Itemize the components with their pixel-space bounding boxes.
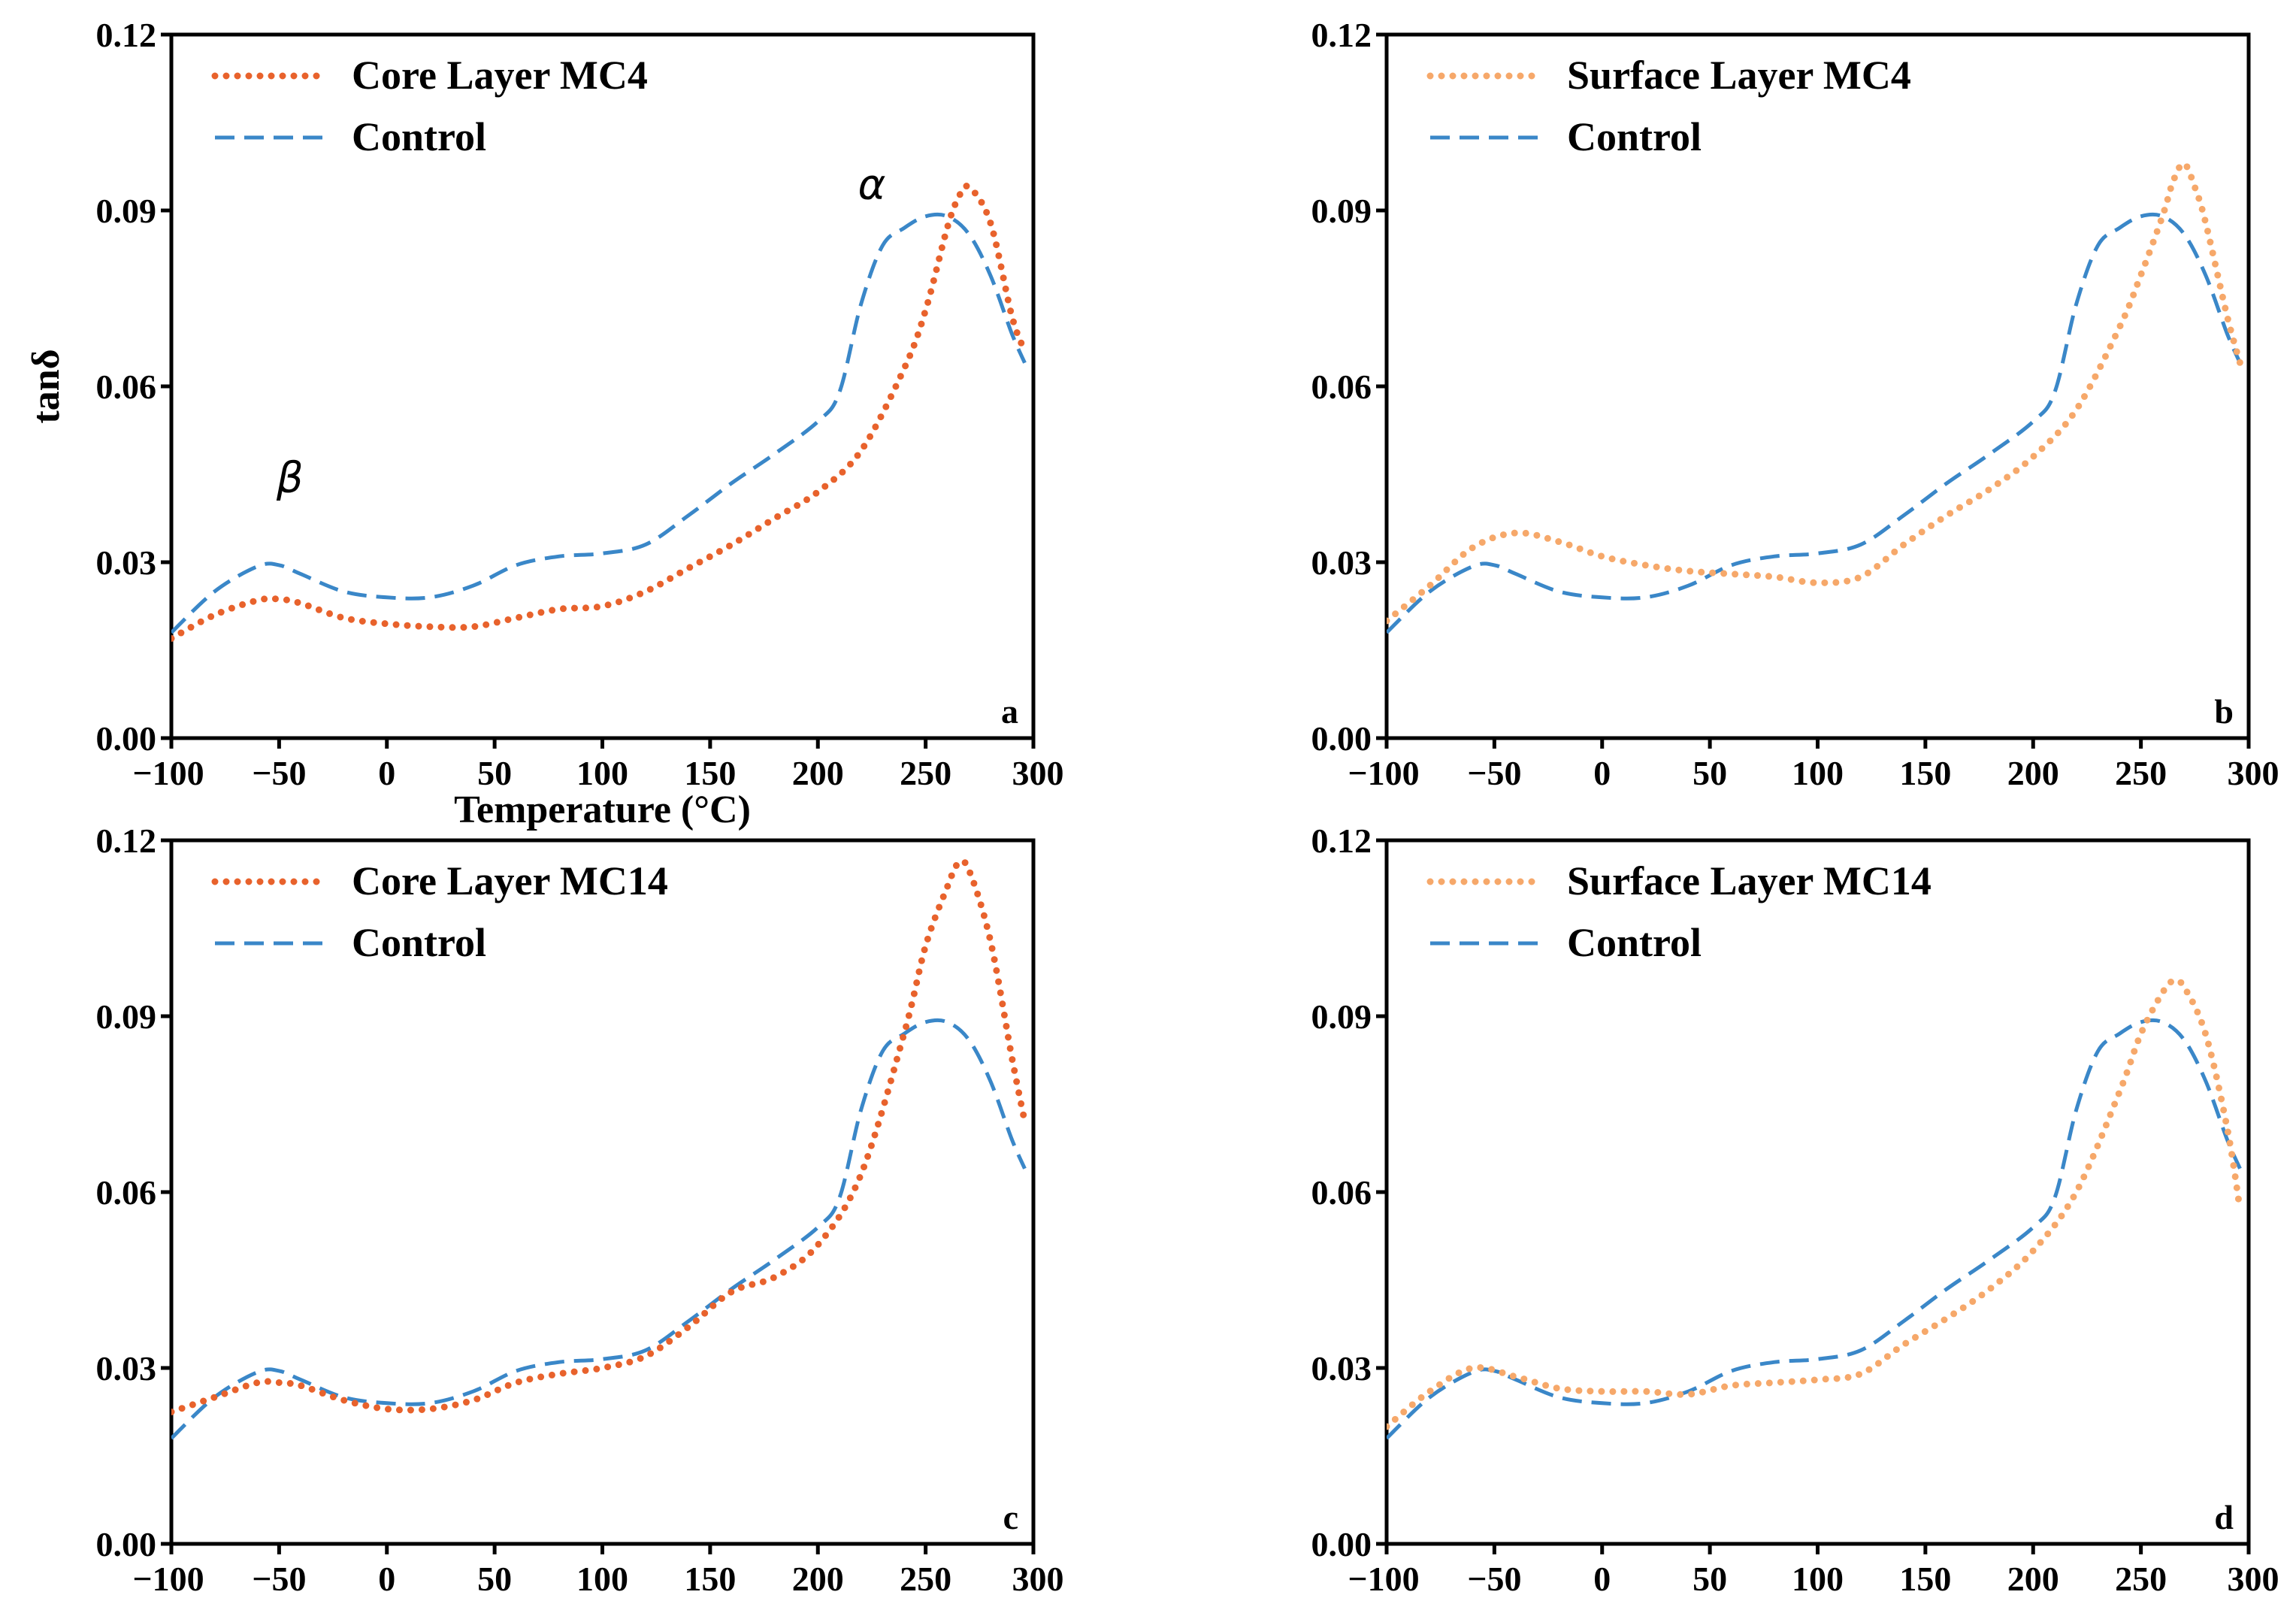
x-tick-label: 50 (477, 1560, 512, 1598)
y-tick-label: 0.00 (96, 1525, 157, 1563)
y-tick-label: 0.00 (1311, 719, 1372, 758)
x-tick-label: 300 (2228, 754, 2279, 792)
y-tick-label: 0.03 (96, 1349, 157, 1388)
x-tick-label: 300 (1012, 1560, 1064, 1598)
x-tick-label: −50 (1467, 754, 1521, 792)
x-tick-label: 50 (1693, 1560, 1727, 1598)
x-tick-label: 150 (684, 1560, 736, 1598)
x-tick-label: −100 (1348, 754, 1419, 792)
series-line-control (1387, 212, 2242, 634)
x-tick-label: 0 (1593, 1560, 1611, 1598)
x-tick-label: 150 (684, 754, 736, 792)
panel-d: 0.00 0.03 0.06 0.09 0.12 −100 −50 0 50 100 150 200 2… (1311, 822, 2279, 1598)
series-line-core-layer-mc4 (171, 183, 1028, 642)
series-line-surface-layer-mc4 (1387, 160, 2243, 625)
x-tick-label: 200 (2007, 1560, 2059, 1598)
x-tick-label: 200 (792, 1560, 844, 1598)
panel-letter: c (1003, 1498, 1018, 1536)
y-tick-label: 0.09 (1311, 192, 1372, 230)
legend-label: Control (352, 920, 486, 965)
plot-frame (169, 838, 1036, 1546)
x-tick-label: −100 (1348, 1560, 1419, 1598)
legend-label: Core Layer MC14 (352, 858, 668, 903)
y-axis-title: tanδ (25, 349, 68, 423)
panel-c: 0.00 0.03 0.06 0.09 0.12 −100 −50 0 50 100 150 200 2… (96, 822, 1064, 1598)
series-line-control (1387, 1018, 2242, 1440)
y-tick-label: 0.06 (1311, 1173, 1372, 1212)
y-tick-label: 0.06 (96, 368, 157, 406)
y-tick-label: 0.12 (96, 822, 157, 860)
legend-label: Surface Layer MC14 (1567, 858, 1931, 903)
y-tick-label: 0.12 (1311, 822, 1372, 860)
panel-letter: a (1001, 692, 1018, 731)
series-line-surface-layer-mc14 (1387, 976, 2243, 1430)
x-tick-label: 100 (1792, 1560, 1844, 1598)
x-tick-label: 250 (900, 1560, 951, 1598)
y-tick-label: 0.00 (1311, 1525, 1372, 1563)
plot-frame (1384, 838, 2251, 1546)
x-tick-label: 300 (2228, 1560, 2279, 1598)
x-tick-label: 150 (1899, 754, 1951, 792)
legend-label: Control (1567, 114, 1702, 159)
y-tick-label: 0.06 (96, 1173, 157, 1212)
series-line-core-layer-mc14 (171, 857, 1028, 1415)
x-tick-label: 0 (378, 1560, 395, 1598)
x-tick-label: 250 (2115, 754, 2167, 792)
x-tick-label: −50 (252, 1560, 306, 1598)
y-tick-label: 0.12 (96, 16, 157, 54)
x-tick-label: 50 (477, 754, 512, 792)
x-tick-label: 200 (792, 754, 844, 792)
x-tick-label: 300 (1012, 754, 1064, 792)
series-line-control (171, 1018, 1027, 1440)
annotation-label: β (276, 453, 304, 502)
x-tick-label: 200 (2007, 754, 2059, 792)
x-tick-label: −50 (1467, 1560, 1521, 1598)
x-tick-label: 100 (1792, 754, 1844, 792)
legend-label: Surface Layer MC4 (1567, 53, 1911, 98)
x-tick-label: −50 (252, 754, 306, 792)
x-tick-label: 250 (2115, 1560, 2167, 1598)
x-tick-label: 150 (1899, 1560, 1951, 1598)
y-tick-label: 0.09 (96, 997, 157, 1036)
panel-b: 0.00 0.03 0.06 0.09 0.12 −100 −50 0 50 100 150 200 2… (1311, 16, 2279, 792)
series-line-control (171, 212, 1027, 634)
x-tick-label: 100 (576, 754, 628, 792)
x-tick-label: 50 (1693, 754, 1727, 792)
x-tick-label: −100 (132, 1560, 204, 1598)
panel-letter: d (2214, 1498, 2234, 1536)
y-tick-label: 0.03 (96, 543, 157, 582)
y-tick-label: 0.09 (1311, 997, 1372, 1036)
x-tick-label: −100 (132, 754, 204, 792)
legend-label: Control (1567, 920, 1702, 965)
y-tick-label: 0.00 (96, 719, 157, 758)
plot-frame (1384, 32, 2251, 740)
plot-frame (169, 32, 1036, 740)
annotation-label: α (858, 160, 885, 209)
y-tick-label: 0.03 (1311, 543, 1372, 582)
x-tick-label: 250 (900, 754, 951, 792)
legend-label: Core Layer MC4 (352, 53, 648, 98)
y-tick-label: 0.12 (1311, 16, 1372, 54)
x-tick-label: 0 (378, 754, 395, 792)
x-tick-label: 100 (576, 1560, 628, 1598)
panel-letter: b (2214, 692, 2234, 731)
panel-a: 0.00 0.03 0.06 0.09 0.12 −100 −50 0 50 100 150 200 2… (25, 16, 1064, 831)
x-axis-title: Temperature (°C) (454, 788, 751, 831)
y-tick-label: 0.03 (1311, 1349, 1372, 1388)
y-tick-label: 0.09 (96, 192, 157, 230)
x-tick-label: 0 (1593, 754, 1611, 792)
y-tick-label: 0.06 (1311, 368, 1372, 406)
legend-label: Control (352, 114, 486, 159)
